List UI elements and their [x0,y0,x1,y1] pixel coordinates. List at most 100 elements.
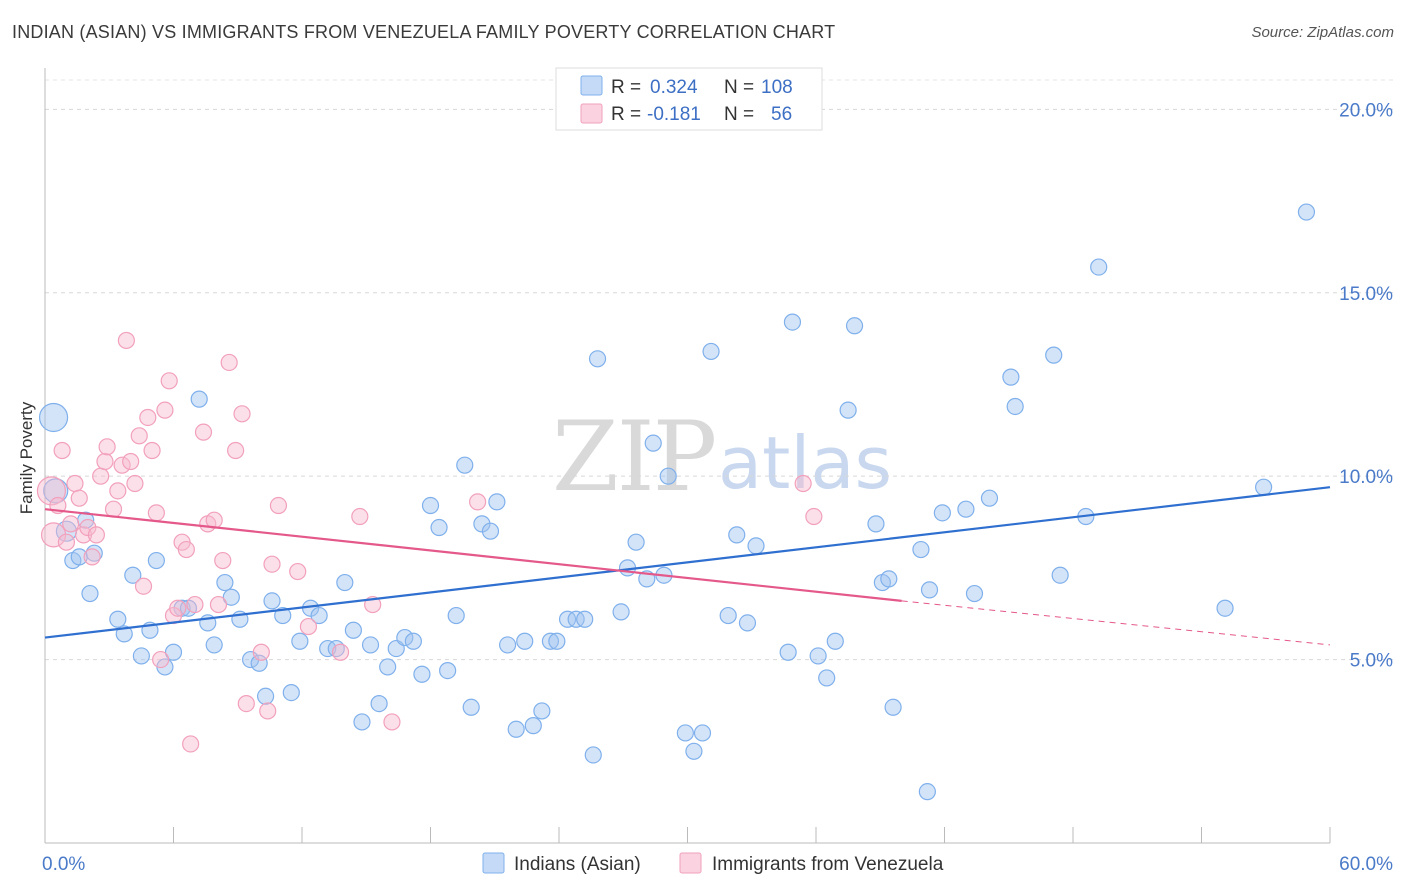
point-indians [867,515,885,533]
point-indians [584,746,602,764]
point-indians [1045,346,1063,364]
point-venezuela [299,617,318,636]
legend-swatch-indians [580,75,603,96]
point-indians [659,467,677,485]
watermark-atlas: atlas [718,421,892,505]
legend-top: R = 0.324 N = 108 R = -0.181 N = 56 [555,67,823,131]
point-indians [933,504,951,522]
legend-swatch-venezuela [580,103,603,124]
point-venezuela [252,643,270,661]
point-indians [676,724,694,742]
trend-lines [44,486,1331,646]
point-indians [809,647,827,665]
point-indians [421,496,440,515]
point-indians [719,606,737,625]
legend-bottom-swatch-indians [482,852,505,874]
point-indians [685,742,703,760]
trend-line-venezuela-extension [901,600,1331,646]
point-venezuela [259,702,277,720]
point-indians [920,581,939,599]
point-venezuela [237,695,255,713]
chart-title: INDIAN (ASIAN) VS IMMIGRANTS FROM VENEZU… [12,22,836,42]
legend-bottom-label-indians: Indians (Asian) [514,854,641,875]
gridlines [45,79,1393,661]
point-venezuela [53,441,71,460]
point-venezuela [160,372,178,390]
point-indians [481,522,500,540]
point-indians [1002,368,1020,386]
point-indians [250,654,268,672]
chart-source: Source: ZipAtlas.com [1251,24,1394,41]
point-indians [216,573,234,592]
point-venezuela [122,452,140,471]
point-venezuela [289,562,307,581]
point-indians [109,610,127,628]
y-tick-label: 20.0% [1339,100,1393,121]
legend-n-label: N = [724,77,754,98]
legend-r-label: R = [611,104,641,125]
point-indians [147,551,165,570]
point-indians [344,621,362,639]
point-indians [728,526,746,544]
point-venezuela [220,353,238,372]
point-indians [1051,566,1069,584]
trend-line-venezuela [44,508,902,602]
point-indians [738,614,757,632]
axes [44,68,1331,844]
point-indians [447,606,465,625]
point-venezuela [87,526,106,544]
point-indians [747,537,765,555]
point-venezuela [182,735,200,753]
point-venezuela [177,540,195,559]
point-venezuela [117,331,135,350]
point-indians [1006,397,1024,416]
legend-r-label: R = [611,77,641,98]
point-indians [779,643,797,661]
point-venezuela [92,467,110,485]
point-indians [462,698,480,716]
point-venezuela [383,713,401,731]
legend-n-label: N = [724,104,754,125]
point-indians [612,603,630,621]
point-venezuela [147,504,165,522]
point-indians [488,493,506,511]
point-venezuela [794,474,812,493]
point-venezuela [209,595,228,614]
point-venezuela [57,533,76,551]
point-indians [693,724,712,742]
point-indians [263,592,281,610]
point-indians [818,669,836,687]
point-venezuela [469,493,487,511]
point-indians [1090,258,1108,276]
point-venezuela [269,496,288,515]
point-indians [845,317,864,335]
legend-bottom-swatch-venezuela [679,852,702,874]
x-tick-label-max: 60.0% [1339,854,1393,875]
point-indians [124,566,142,584]
point-indians [413,665,431,683]
point-indians [291,632,309,650]
point-venezuela [152,650,170,669]
point-indians [548,632,566,650]
legend-n-value: 108 [761,77,793,98]
point-venezuela [139,408,157,427]
point-indians [353,713,371,731]
legend-r-value: 0.324 [650,77,698,98]
trend-line-indians [44,486,1331,639]
point-indians [980,489,999,507]
point-venezuela [186,595,204,614]
point-indians [336,573,354,592]
point-indians [370,695,388,713]
point-venezuela [214,551,232,570]
point-indians [644,434,662,452]
point-indians [396,628,414,647]
y-tick-label: 10.0% [1339,467,1393,488]
point-venezuela [227,441,245,460]
point-indians [310,606,328,625]
point-indians [430,518,448,537]
point-indians [1216,599,1234,617]
point-indians [205,636,223,654]
point-indians [38,402,69,433]
point-indians [379,658,397,676]
point-venezuela [805,507,823,526]
